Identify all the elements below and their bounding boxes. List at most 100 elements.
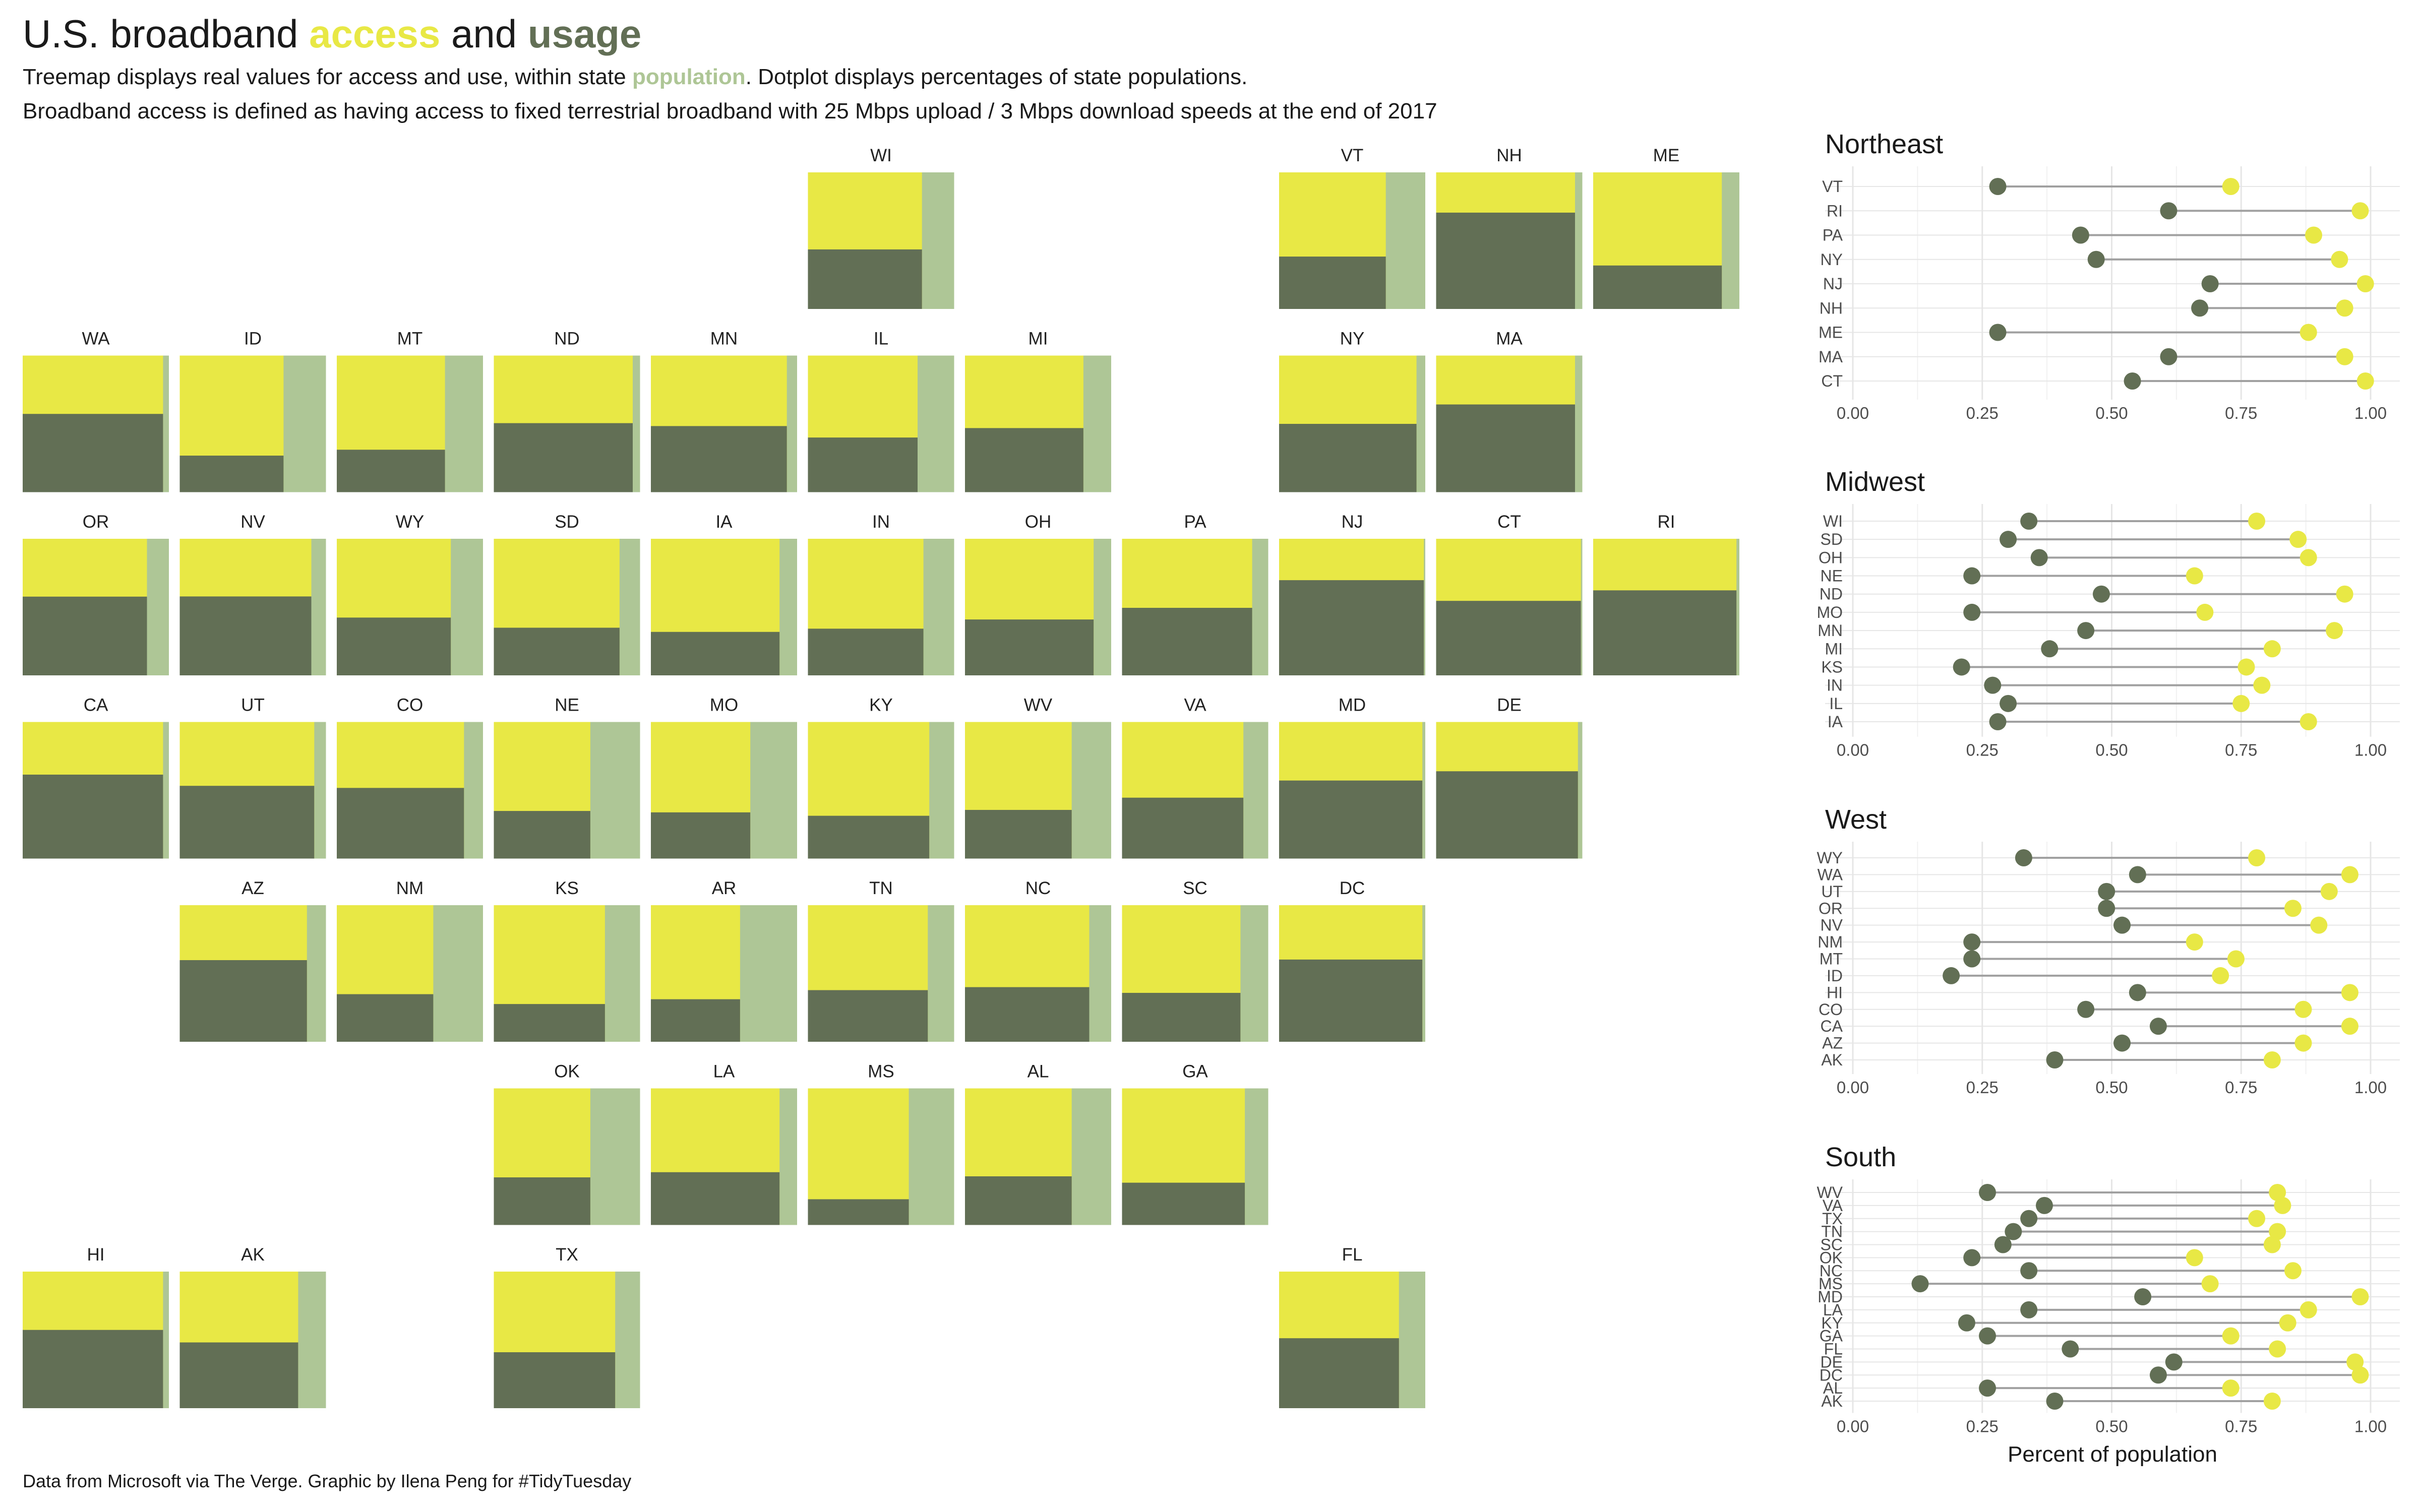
usage-dot — [1963, 1249, 1981, 1267]
tile-label: MD — [1339, 696, 1366, 715]
usage-area — [1122, 992, 1241, 1042]
tile-label: WA — [82, 329, 110, 349]
x-axis-title: Percent of population — [2008, 1442, 2217, 1467]
y-tick-label: VT — [1822, 177, 1843, 196]
tile-label: MN — [710, 329, 738, 349]
x-tick-label: 0.25 — [1966, 404, 1999, 422]
y-tick-label: IA — [1828, 713, 1843, 731]
tile-nc: NC — [965, 878, 1111, 1042]
access-dot — [2222, 1327, 2240, 1345]
access-dot — [2284, 1262, 2302, 1280]
access-dot — [2186, 567, 2203, 585]
tile-label: TN — [869, 878, 893, 898]
usage-area — [651, 812, 751, 859]
access-dot — [2336, 299, 2353, 317]
y-tick-label: HI — [1827, 983, 1843, 1001]
usage-area — [965, 987, 1090, 1042]
tile-mn: MN — [651, 329, 797, 492]
usage-area — [179, 1342, 298, 1408]
tile-label: NC — [1025, 878, 1051, 898]
x-tick-label: 0.75 — [2225, 1078, 2257, 1097]
y-tick-label: NY — [1821, 250, 1843, 269]
y-tick-label: DE — [1821, 1353, 1843, 1371]
y-tick-label: CT — [1821, 372, 1843, 390]
x-tick-label: 0.75 — [2225, 404, 2257, 422]
y-tick-label: FL — [1824, 1340, 1843, 1358]
tile-me: ME — [1593, 146, 1739, 309]
usage-dot — [2098, 883, 2115, 900]
access-dot — [2346, 1353, 2364, 1371]
tile-wv: WV — [965, 696, 1111, 859]
tile-sc: SC — [1122, 878, 1268, 1042]
panel-title: South — [1825, 1142, 1896, 1172]
usage-area — [337, 994, 434, 1042]
y-tick-label: CO — [1819, 1000, 1843, 1019]
tile-co: CO — [337, 696, 483, 859]
usage-dot — [1963, 950, 1981, 968]
tile-ri: RI — [1593, 512, 1739, 675]
usage-dot — [1989, 178, 2007, 195]
usage-area — [965, 1176, 1072, 1225]
y-tick-label: AZ — [1822, 1034, 1843, 1052]
subtitle1-prefix: Treemap displays real values for access … — [23, 65, 632, 89]
x-tick-label: 0.00 — [1837, 404, 1869, 422]
tile-de: DE — [1436, 696, 1583, 859]
x-tick-label: 0.75 — [2225, 1417, 2257, 1436]
x-tick-label: 0.50 — [2095, 404, 2128, 422]
usage-dot — [2000, 531, 2017, 548]
access-dot — [2186, 1249, 2203, 1267]
y-tick-label: MT — [1820, 950, 1843, 968]
access-dot — [2300, 549, 2317, 566]
title-prefix: U.S. broadband — [23, 12, 310, 56]
tile-ca: CA — [23, 696, 169, 859]
usage-dot — [2000, 695, 2017, 712]
access-dot — [2331, 250, 2348, 268]
usage-dot — [2062, 1340, 2079, 1358]
usage-area — [651, 1172, 780, 1225]
tile-label: KS — [555, 878, 579, 898]
tile-dc: DC — [1279, 878, 1425, 1042]
tile-hi: HI — [23, 1245, 169, 1408]
usage-area — [1593, 265, 1722, 309]
usage-area — [651, 426, 787, 492]
tile-label: IA — [715, 512, 733, 532]
usage-dot — [2020, 1262, 2038, 1280]
tile-label: DE — [1497, 696, 1522, 715]
access-dot — [2222, 1379, 2240, 1397]
y-tick-label: WI — [1823, 512, 1843, 530]
usage-area — [1436, 404, 1575, 492]
usage-area — [808, 437, 918, 492]
y-tick-label: SD — [1821, 530, 1843, 548]
access-dot — [2248, 513, 2266, 530]
title-access: access — [309, 12, 441, 56]
access-dot — [2274, 1196, 2291, 1214]
tile-label: AZ — [241, 878, 264, 898]
tile-oh: OH — [965, 512, 1111, 675]
tile-nm: NM — [337, 878, 483, 1042]
y-tick-label: ME — [1819, 324, 1843, 342]
x-tick-label: 1.00 — [2354, 404, 2387, 422]
access-dot — [2294, 1034, 2312, 1052]
usage-area — [651, 999, 740, 1042]
access-dot — [2227, 950, 2245, 968]
y-tick-label: IN — [1827, 676, 1843, 695]
access-dot — [2300, 1301, 2317, 1318]
x-tick-label: 0.00 — [1837, 1417, 1869, 1436]
tile-label: WV — [1024, 696, 1053, 715]
tile-label: MI — [1028, 329, 1048, 349]
panel-title: Midwest — [1825, 467, 1925, 497]
y-tick-label: OR — [1819, 899, 1843, 917]
tile-ar: AR — [651, 878, 797, 1042]
tile-ny: NY — [1279, 329, 1425, 492]
y-tick-label: DC — [1820, 1366, 1843, 1384]
tile-label: IL — [874, 329, 888, 349]
access-dot — [2320, 883, 2338, 900]
usage-area — [1122, 1182, 1245, 1225]
panel-northeast: Northeast 0.00 0.25 0.50 0.75 1.00 VT RI PA NY NJ N… — [1819, 129, 2400, 422]
tile-ks: KS — [494, 878, 640, 1042]
tile-mt: MT — [337, 329, 483, 492]
title-and: and — [440, 12, 528, 56]
tile-ma: MA — [1436, 329, 1583, 492]
tile-label: AK — [241, 1245, 265, 1265]
